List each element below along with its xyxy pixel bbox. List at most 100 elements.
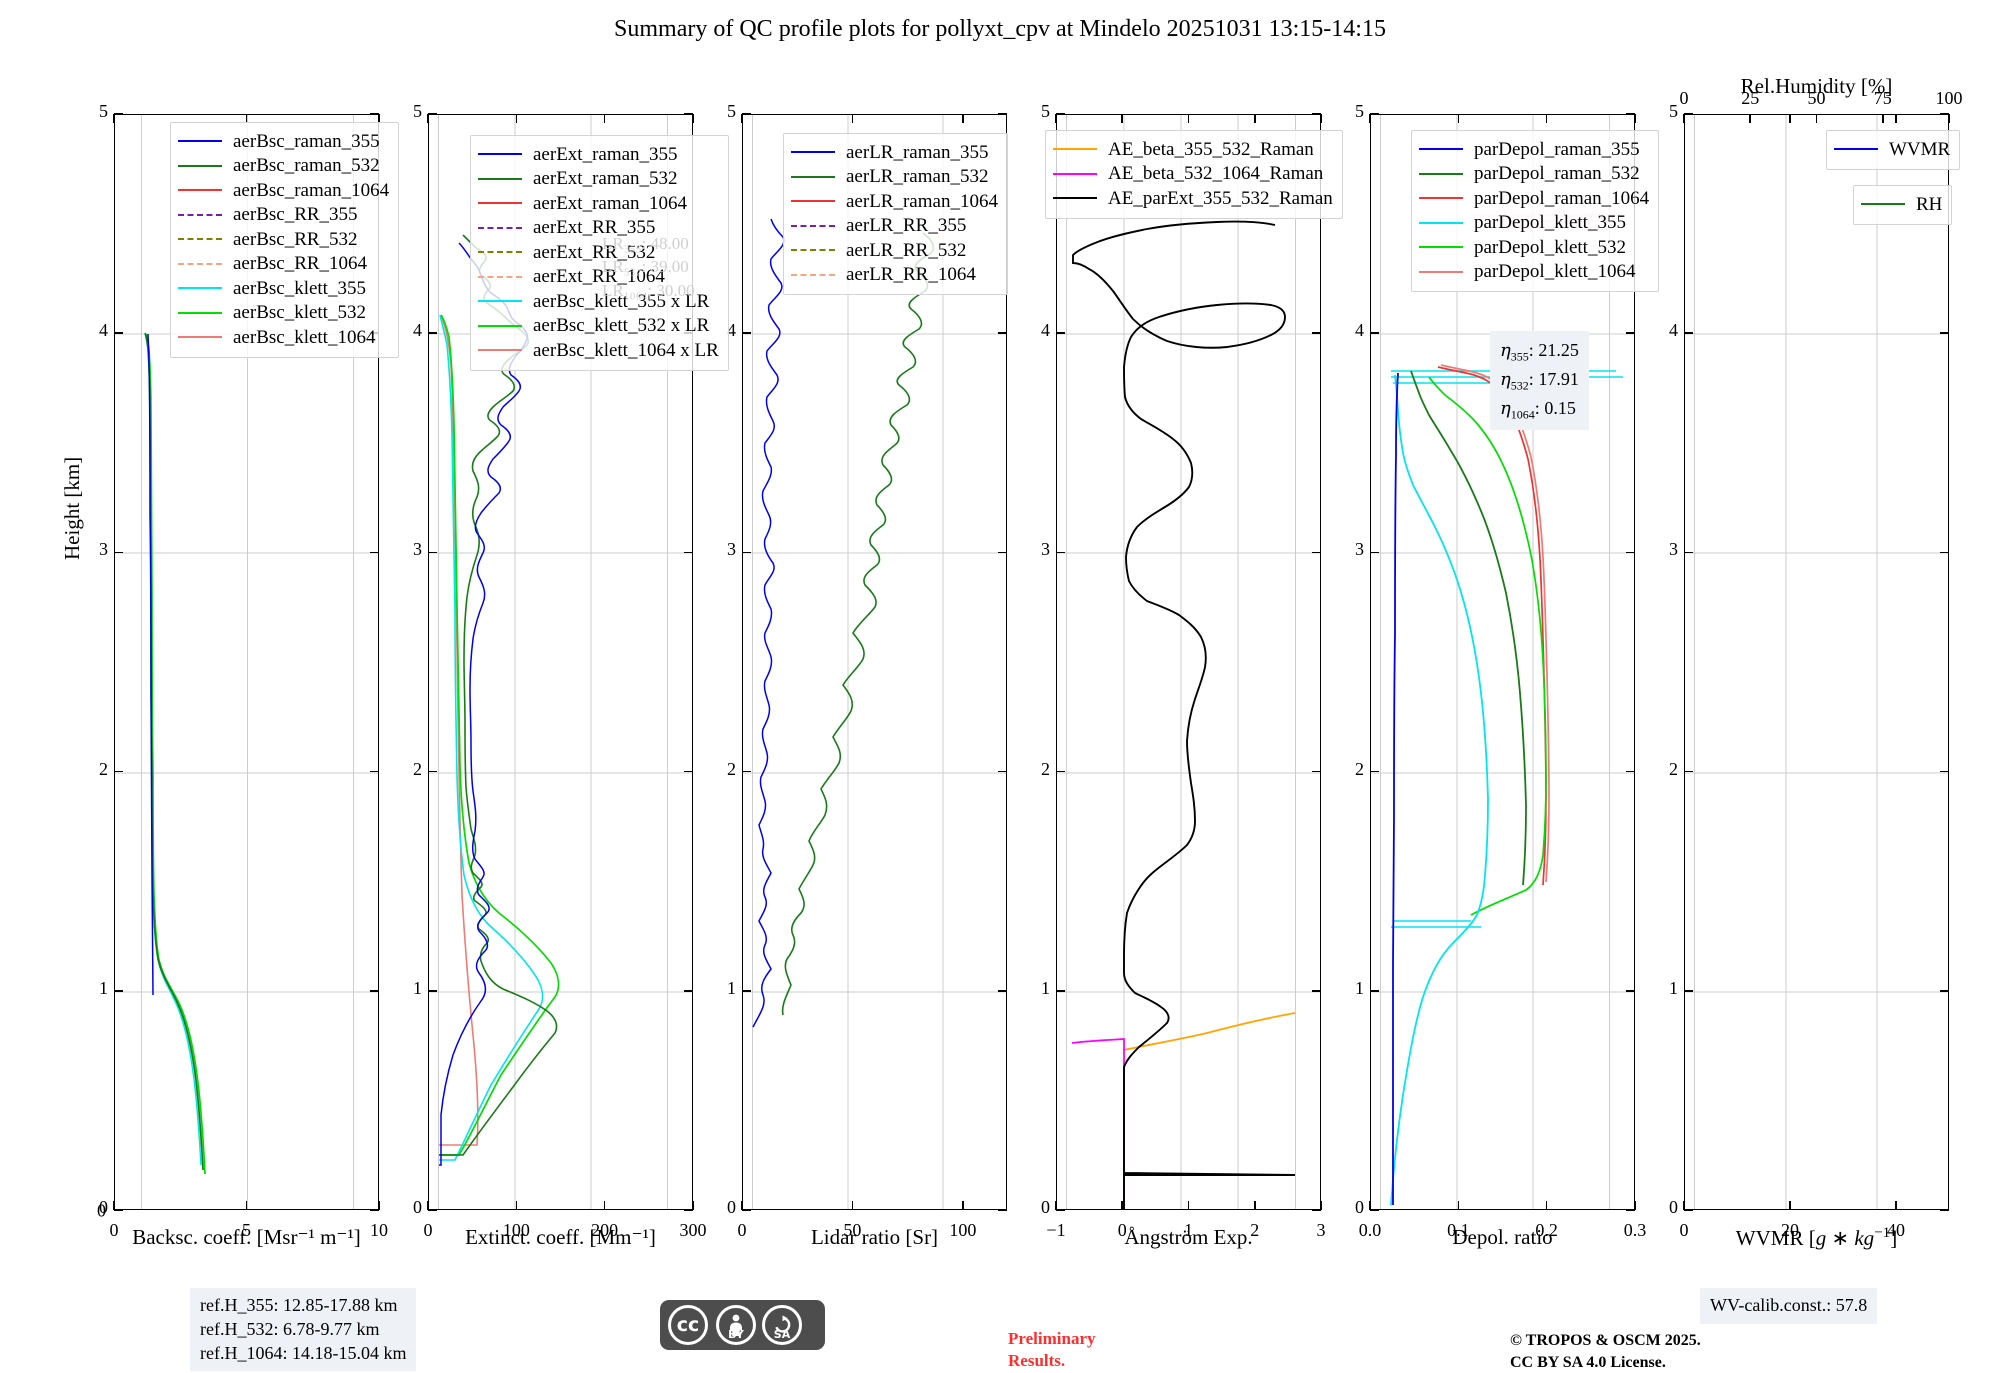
legend-entry[interactable]: parDepol_raman_532: [1419, 162, 1649, 187]
legend-entry[interactable]: aerExt_raman_532: [478, 167, 719, 192]
y-tick-mark: [998, 990, 1007, 992]
legend-entry[interactable]: AE_beta_355_532_Raman: [1053, 137, 1333, 162]
y-tick-mark: [1684, 770, 1693, 773]
copyright-note: © TROPOS & OSCM 2025. CC BY SA 4.0 Licen…: [1510, 1332, 1701, 1371]
cc-sa-label: SA: [773, 1328, 791, 1341]
legend-entry[interactable]: aerBsc_raman_1064: [178, 178, 389, 203]
y-tick-label: 1: [99, 977, 108, 998]
legend-entry[interactable]: aerLR_raman_532: [791, 165, 998, 190]
angstrom-traces: [1057, 115, 1320, 1209]
legend-entry[interactable]: aerLR_RR_532: [791, 238, 998, 263]
cc-license-badge[interactable]: cc BY SA: [660, 1300, 825, 1350]
legend-entry[interactable]: aerBsc_klett_532 x LR: [478, 314, 719, 339]
legend-entry[interactable]: AE_beta_532_1064_Raman: [1053, 162, 1333, 187]
legend-entry[interactable]: aerLR_RR_1064: [791, 263, 998, 288]
x-tick-mark: [245, 1201, 248, 1210]
legend-label: parDepol_raman_355: [1474, 138, 1640, 160]
legend-label: aerBsc_raman_532: [233, 155, 380, 177]
legend-entry[interactable]: aerLR_raman_1064: [791, 189, 998, 214]
y-tick-mark: [684, 990, 693, 992]
x-tick-mark: [1369, 114, 1371, 123]
y-tick-label: 4: [1041, 320, 1050, 341]
legend-lidar-ratio[interactable]: aerLR_raman_355 aerLR_raman_532 aerLR_rama…: [783, 133, 1008, 295]
legend-entry[interactable]: aerExt_RR_355: [478, 216, 719, 241]
legend-swatch-icon: [478, 153, 522, 156]
x-tick-mark: [603, 1201, 606, 1210]
x-tick-label: 20: [1781, 1220, 1799, 1240]
y-tick-mark: [370, 770, 379, 773]
legend-entry[interactable]: aerBsc_RR_532: [178, 227, 389, 252]
xlabel-wvmr: WVMR [g ∗ kg−1]: [1735, 1225, 1898, 1250]
legend-entry[interactable]: aerBsc_raman_355: [178, 129, 389, 154]
y-tick-label: 4: [1355, 320, 1364, 341]
legend-label: aerLR_raman_532: [846, 166, 989, 188]
legend-entry[interactable]: aerBsc_klett_532: [178, 301, 389, 326]
legend-swatch-icon: [1419, 270, 1463, 273]
legend-entry[interactable]: aerBsc_RR_355: [178, 203, 389, 228]
cc-logo-icon: cc: [668, 1305, 708, 1345]
legend-entry[interactable]: AE_parExt_355_532_Raman: [1053, 186, 1333, 211]
legend-rh[interactable]: RH: [1853, 185, 1953, 225]
legend-label: aerBsc_RR_1064: [233, 253, 368, 275]
legend-entry[interactable]: aerBsc_klett_1064 x LR: [478, 338, 719, 363]
legend-swatch-icon: [178, 189, 222, 192]
legend-entry[interactable]: parDepol_klett_1064: [1419, 260, 1649, 285]
y-tick-mark: [114, 1209, 123, 1211]
legend-backscatter[interactable]: aerBsc_raman_355 aerBsc_raman_532 aerBsc_r…: [170, 122, 400, 358]
x-tick-mark: [1683, 1201, 1685, 1210]
legend-extinction[interactable]: aerExt_raman_355 aerExt_raman_532 aerExt_r…: [470, 135, 729, 371]
legend-entry[interactable]: aerBsc_RR_1064: [178, 252, 389, 277]
legend-entry[interactable]: aerExt_RR_532: [478, 240, 719, 265]
x-tick-mark: [515, 1201, 518, 1210]
legend-entry[interactable]: WVMR: [1834, 137, 1950, 162]
legend-swatch-icon: [178, 262, 222, 265]
legend-swatch-icon: [478, 251, 522, 254]
y-tick-label: 0: [1355, 1197, 1364, 1217]
y-tick-mark: [1940, 990, 1949, 992]
y-tick-label: 4: [99, 320, 108, 341]
legend-entry[interactable]: RH: [1861, 192, 1942, 217]
xlabel-lidar-ratio: Lidar ratio [Sr]: [810, 1225, 939, 1249]
legend-entry[interactable]: aerExt_raman_355: [478, 142, 719, 167]
legend-entry[interactable]: aerLR_RR_355: [791, 214, 998, 239]
ytick-0: 0: [97, 1200, 106, 1221]
legend-entry[interactable]: parDepol_klett_355: [1419, 211, 1649, 236]
wv-calib-annotation: WV-calib.const.: 57.8: [1700, 1288, 1878, 1324]
y-tick-mark: [1940, 113, 1949, 115]
legend-entry[interactable]: aerExt_RR_1064: [478, 265, 719, 290]
x-tick-label: −1: [1046, 1220, 1066, 1240]
y-tick-mark: [684, 551, 693, 554]
y-tick-label: 1: [413, 977, 422, 998]
y-tick-mark: [684, 1209, 693, 1211]
x-tick-mark: [1895, 1201, 1897, 1210]
y-tick-label: 3: [727, 539, 736, 560]
rh-tick-mark: [1683, 114, 1685, 123]
legend-entry[interactable]: aerExt_raman_1064: [478, 191, 719, 216]
legend-wvmr[interactable]: WVMR: [1826, 130, 1961, 170]
y-tick-mark: [428, 990, 437, 992]
legend-entry[interactable]: aerBsc_klett_355 x LR: [478, 289, 719, 314]
legend-entry[interactable]: parDepol_raman_1064: [1419, 186, 1649, 211]
legend-entry[interactable]: parDepol_klett_532: [1419, 235, 1649, 260]
y-tick-mark: [1940, 551, 1949, 554]
y-tick-mark: [1056, 770, 1065, 773]
legend-swatch-icon: [178, 336, 222, 339]
legend-entry[interactable]: aerBsc_klett_355: [178, 276, 389, 301]
y-tick-mark: [370, 113, 379, 115]
x-tick-label: 0.3: [1623, 1220, 1647, 1240]
y-tick-mark: [1312, 990, 1321, 992]
legend-entry[interactable]: aerLR_raman_355: [791, 140, 998, 165]
legend-angstrom[interactable]: AE_beta_355_532_Raman AE_beta_532_1064_Ra…: [1045, 130, 1343, 219]
legend-swatch-icon: [478, 177, 522, 180]
legend-entry[interactable]: aerBsc_raman_532: [178, 154, 389, 179]
y-tick-mark: [1370, 770, 1379, 773]
x-tick-mark: [515, 114, 518, 123]
legend-depol[interactable]: parDepol_raman_355 parDepol_raman_532 parD…: [1411, 130, 1660, 292]
plot-area-angstrom: [1057, 115, 1320, 1209]
y-tick-mark: [742, 113, 751, 115]
y-tick-mark: [428, 770, 437, 773]
legend-label: aerExt_RR_1064: [533, 266, 665, 288]
y-tick-label: 5: [1041, 101, 1050, 121]
legend-entry[interactable]: aerBsc_klett_1064: [178, 325, 389, 350]
legend-entry[interactable]: parDepol_raman_355: [1419, 137, 1649, 162]
